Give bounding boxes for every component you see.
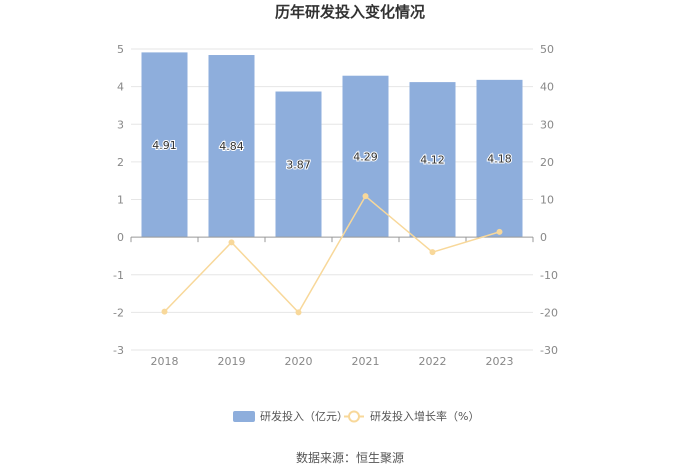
- bar-series: [141, 52, 523, 238]
- legend-line-label: 研发投入增长率（%）: [370, 409, 479, 423]
- x-tick-label: 2020: [285, 355, 313, 368]
- bar: [141, 52, 188, 238]
- left-tick-label: 5: [117, 43, 124, 56]
- right-tick-label: 10: [540, 194, 554, 207]
- right-tick-label: -30: [540, 344, 558, 357]
- bar-value-label: 4.84: [219, 140, 244, 153]
- x-tick-label: 2021: [352, 355, 380, 368]
- right-tick-label: 20: [540, 156, 554, 169]
- right-tick-label: -10: [540, 269, 558, 282]
- bar: [208, 55, 255, 238]
- right-axis: -30 -20 -10 0 10 20 30 40 50: [540, 43, 558, 357]
- line-point: [228, 239, 235, 246]
- right-tick-label: -20: [540, 306, 558, 319]
- line-series: [161, 193, 503, 316]
- right-tick-label: 50: [540, 43, 554, 56]
- line-point: [429, 249, 436, 256]
- bar-value-label: 4.18: [487, 152, 512, 165]
- source-note: 数据来源：恒生聚源: [296, 450, 404, 465]
- right-tick-label: 40: [540, 81, 554, 94]
- right-tick-label: 0: [540, 231, 547, 244]
- growth-line: [163, 194, 500, 314]
- left-tick-label: 3: [117, 118, 124, 131]
- x-tick-label: 2018: [151, 355, 179, 368]
- x-axis: 2018 2019 2020 2021 2022 2023: [130, 236, 534, 368]
- legend-item-bar[interactable]: 研发投入（亿元）: [233, 409, 348, 423]
- x-tick-label: 2023: [486, 355, 514, 368]
- bar-labels: 4.91 4.84 3.87 4.29 4.12 4.18: [151, 138, 513, 173]
- bar: [342, 75, 389, 238]
- chart-title: 历年研发投入变化情况: [275, 3, 425, 21]
- bar-value-label: 4.12: [420, 154, 445, 167]
- line-point: [295, 309, 302, 316]
- legend-line-marker: [348, 410, 360, 423]
- legend-bar-swatch: [233, 411, 255, 422]
- line-point: [362, 193, 369, 200]
- x-tick-label: 2019: [218, 355, 246, 368]
- legend: 研发投入（亿元） 研发投入增长率（%）: [233, 409, 479, 423]
- left-axis: -3 -2 -1 0 1 2 3 4 5: [113, 43, 124, 357]
- left-tick-label: -1: [113, 269, 124, 282]
- left-tick-label: 4: [117, 81, 124, 94]
- left-tick-label: 1: [117, 194, 124, 207]
- bar: [409, 82, 456, 238]
- left-tick-label: -3: [113, 344, 124, 357]
- left-tick-label: -2: [113, 306, 124, 319]
- x-tick-label: 2022: [419, 355, 447, 368]
- bar-value-label: 3.87: [286, 158, 311, 171]
- gridlines: [131, 48, 533, 351]
- bar: [476, 79, 523, 238]
- bar: [275, 91, 322, 238]
- left-tick-label: 2: [117, 156, 124, 169]
- bar-value-label: 4.91: [152, 139, 177, 152]
- legend-bar-label: 研发投入（亿元）: [260, 409, 348, 423]
- line-point: [161, 308, 168, 315]
- left-tick-label: 0: [117, 231, 124, 244]
- bar-value-label: 4.29: [353, 150, 378, 163]
- right-tick-label: 30: [540, 118, 554, 131]
- legend-item-line[interactable]: 研发投入增长率（%）: [344, 409, 479, 423]
- line-point: [496, 228, 503, 235]
